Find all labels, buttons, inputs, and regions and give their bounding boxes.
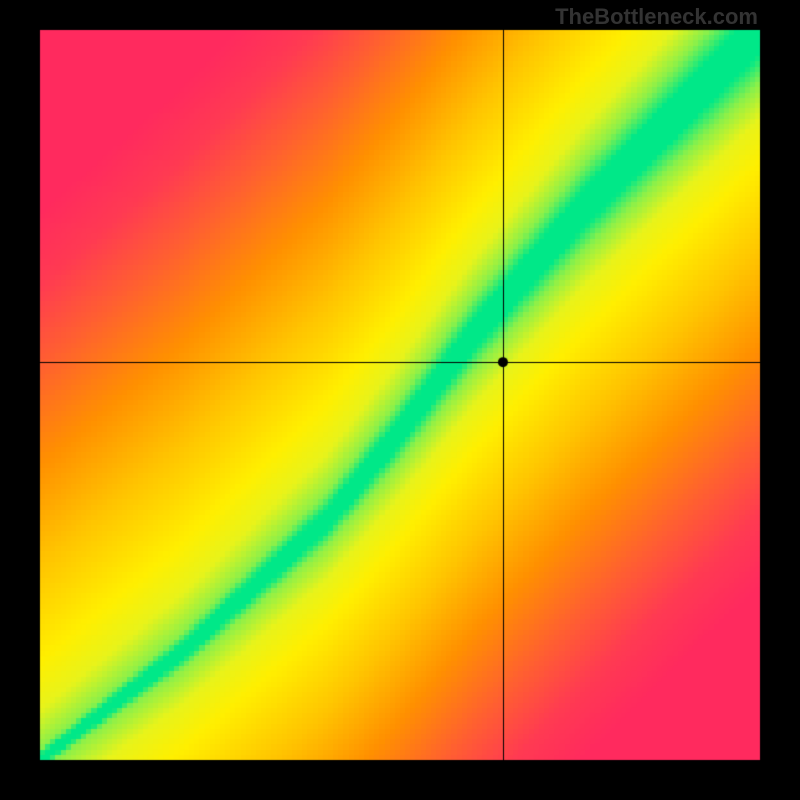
watermark-text: TheBottleneck.com (555, 4, 758, 30)
bottleneck-heatmap (0, 0, 800, 800)
